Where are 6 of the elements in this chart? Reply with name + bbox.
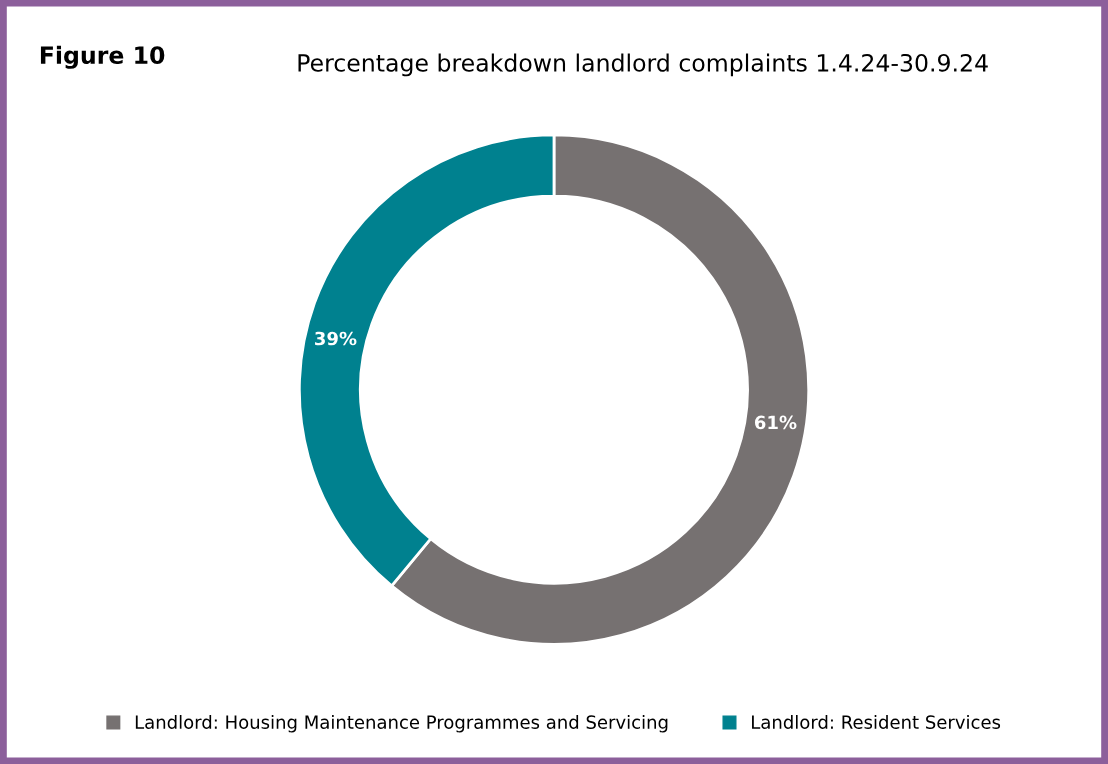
legend-label: Landlord: Housing Maintenance Programmes and Servicing xyxy=(135,715,668,733)
caption: Figure 10 xyxy=(40,45,165,69)
legend-label: Landlord: Resident Services xyxy=(752,715,1001,729)
data-label: 39% xyxy=(315,331,357,346)
chart-title: Percentage breakdown landlord complaints 1.4.24-30.9.24 xyxy=(298,53,988,77)
data-label: 61% xyxy=(754,415,797,430)
